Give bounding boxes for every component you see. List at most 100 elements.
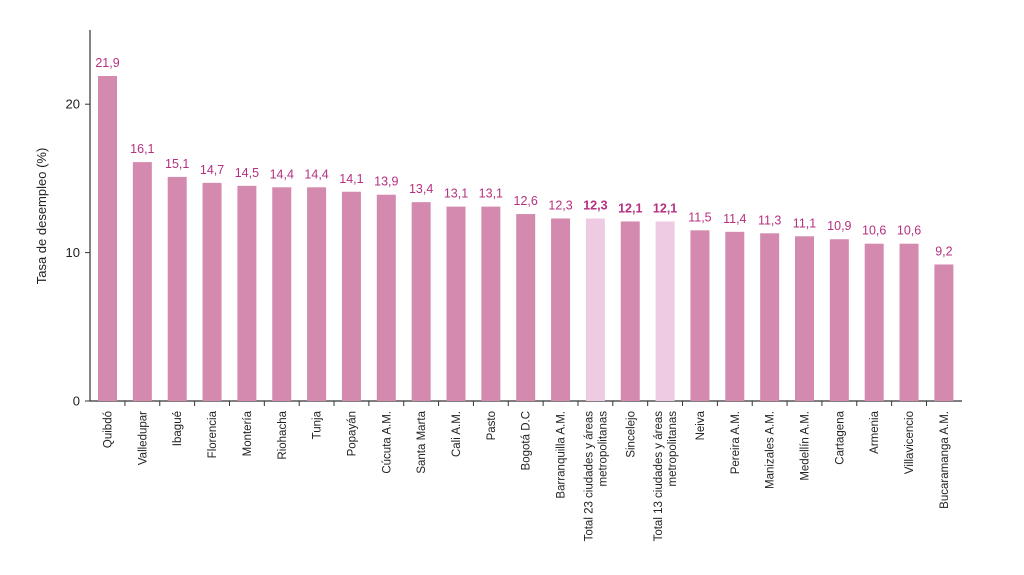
category-label: Total 23 ciudades y áreas metropolitanas bbox=[583, 411, 609, 542]
category-labels: Quibdó Valledupar Ibagué Florencia Montería R… bbox=[103, 410, 951, 541]
data-label: 21,9 bbox=[95, 56, 119, 70]
bar bbox=[167, 176, 187, 401]
category-label: Pasto bbox=[486, 411, 498, 440]
category-label: Ibagué bbox=[172, 411, 184, 446]
bar bbox=[202, 182, 222, 401]
category-label: Popayán bbox=[346, 411, 358, 456]
category-label-line: Bogotá D.C bbox=[521, 411, 533, 470]
bar bbox=[620, 221, 640, 401]
chart-axes: 0 10 20 bbox=[66, 30, 962, 409]
category-label: Medellín A.M. bbox=[800, 411, 812, 481]
data-label: 10,6 bbox=[862, 224, 886, 238]
category-label-line: Popayán bbox=[346, 411, 358, 456]
y-tick-label: 20 bbox=[66, 97, 80, 112]
y-tick-label: 0 bbox=[73, 394, 80, 409]
data-label: 14,5 bbox=[235, 166, 259, 180]
data-label: 14,4 bbox=[304, 167, 328, 181]
data-label: 13,9 bbox=[374, 175, 398, 189]
data-label: 12,1 bbox=[653, 201, 677, 215]
data-label: 13,1 bbox=[444, 187, 468, 201]
y-axis-title: Tasa de desempleo (%) bbox=[34, 148, 49, 285]
category-label-line: Total 13 ciudades y áreas bbox=[653, 411, 665, 542]
category-label-line: Bucaramanga A.M. bbox=[939, 411, 951, 509]
category-label: Cali A.M. bbox=[451, 411, 463, 457]
category-label-line: Barranquilla A.M. bbox=[556, 411, 568, 499]
data-label: 10,6 bbox=[897, 224, 921, 238]
data-label: 11,4 bbox=[723, 212, 746, 226]
category-label-line: Sincelejo bbox=[625, 411, 637, 458]
category-label-line: Total 23 ciudades y áreas bbox=[583, 411, 595, 542]
category-label: Riohacha bbox=[277, 410, 289, 459]
data-label: 16,1 bbox=[130, 142, 154, 156]
data-label: 14,7 bbox=[200, 163, 224, 177]
bar bbox=[934, 264, 954, 401]
bar bbox=[481, 206, 501, 401]
category-label-line: Valledupar bbox=[137, 411, 149, 465]
bar bbox=[760, 233, 780, 401]
category-label: Armenia bbox=[869, 410, 881, 453]
category-label: Manizales A.M. bbox=[765, 411, 777, 489]
category-label: Santa Marta bbox=[416, 410, 428, 473]
bar bbox=[899, 243, 919, 401]
category-label-line: Villavicencio bbox=[904, 411, 916, 474]
category-label-line: Pasto bbox=[486, 411, 498, 440]
category-label: Pereira A.M. bbox=[730, 411, 742, 474]
category-label: Barranquilla A.M. bbox=[556, 411, 568, 499]
category-label-line: Quibdó bbox=[103, 411, 115, 448]
category-label: Sincelejo bbox=[625, 411, 637, 458]
data-label: 11,3 bbox=[758, 213, 781, 227]
bar bbox=[795, 236, 814, 401]
bar bbox=[411, 202, 431, 401]
bar bbox=[725, 231, 745, 401]
data-label: 11,1 bbox=[793, 216, 816, 230]
category-label-line: Cartagena bbox=[834, 410, 846, 464]
bar bbox=[132, 162, 152, 401]
bar bbox=[341, 191, 361, 401]
data-label: 12,3 bbox=[548, 198, 572, 212]
category-label: Cúcuta A.M. bbox=[381, 411, 393, 474]
data-label: 15,1 bbox=[165, 157, 189, 171]
category-label: Villavicencio bbox=[904, 411, 916, 474]
category-label: Valledupar bbox=[137, 411, 149, 465]
bar bbox=[376, 194, 396, 401]
data-label: 10,9 bbox=[827, 219, 851, 233]
bar bbox=[551, 218, 571, 401]
bar bbox=[446, 206, 466, 401]
category-label-line: metropolitanas bbox=[597, 411, 609, 487]
data-label: 12,1 bbox=[618, 201, 642, 215]
category-label: Total 13 ciudades y áreas metropolitanas bbox=[653, 411, 679, 542]
category-label-line: Cúcuta A.M. bbox=[381, 411, 393, 474]
data-label: 14,1 bbox=[339, 172, 363, 186]
category-label-line: Montería bbox=[242, 410, 254, 456]
category-label-line: Manizales A.M. bbox=[765, 411, 777, 489]
bar bbox=[655, 221, 675, 401]
bar bbox=[516, 214, 536, 401]
category-label-line: Ibagué bbox=[172, 411, 184, 446]
category-label-line: Neiva bbox=[695, 410, 707, 440]
category-label: Neiva bbox=[695, 410, 707, 440]
bar bbox=[237, 185, 257, 401]
category-label-line: Armenia bbox=[869, 410, 881, 453]
category-label: Bucaramanga A.M. bbox=[939, 411, 951, 509]
data-label: 12,6 bbox=[514, 194, 538, 208]
data-label: 14,4 bbox=[270, 167, 294, 181]
y-tick-label: 10 bbox=[66, 245, 80, 260]
data-label: 13,4 bbox=[409, 182, 433, 196]
bar-series bbox=[98, 76, 954, 401]
bar bbox=[272, 187, 292, 401]
category-label: Tunja bbox=[312, 410, 324, 439]
bar bbox=[829, 239, 849, 401]
data-label: 9,2 bbox=[935, 244, 952, 258]
category-label-line: Pereira A.M. bbox=[730, 411, 742, 474]
category-label-line: Tunja bbox=[312, 410, 324, 439]
bar bbox=[585, 218, 605, 401]
category-label: Cartagena bbox=[834, 410, 846, 464]
bar bbox=[864, 243, 884, 401]
category-label: Quibdó bbox=[103, 411, 115, 448]
category-label-line: Santa Marta bbox=[416, 410, 428, 473]
data-label: 13,1 bbox=[479, 187, 503, 201]
category-label-line: Florencia bbox=[207, 410, 219, 458]
data-label: 11,5 bbox=[688, 210, 711, 224]
data-labels: 21,9 16,1 15,1 14,7 14,5 14,4 14,4 14,1 13,9 13,4… bbox=[95, 56, 952, 258]
